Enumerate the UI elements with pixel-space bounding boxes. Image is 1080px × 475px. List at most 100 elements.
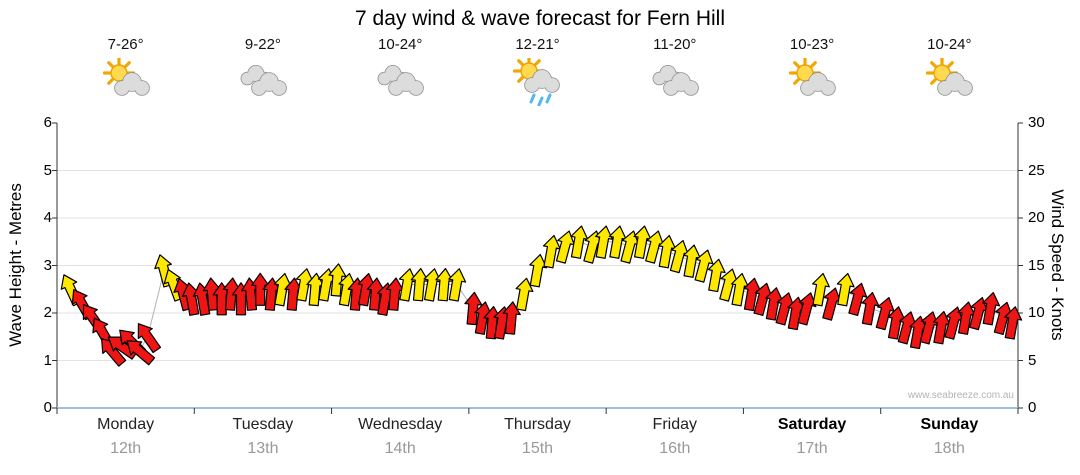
right-axis-tick: 20 <box>1028 209 1045 226</box>
day-column-sunday: 10-24° <box>881 36 1017 108</box>
wind-arrow <box>515 277 534 312</box>
temp-range: 12-21° <box>515 36 560 53</box>
wind-arrow <box>435 267 454 302</box>
temp-range: 10-24° <box>378 36 423 53</box>
wind-arrow <box>787 296 806 331</box>
wind-arrow <box>932 310 951 345</box>
temp-range: 9-22° <box>244 36 281 53</box>
wind-arrow <box>731 272 749 307</box>
wind-arrow <box>848 282 868 317</box>
day-date: 17th <box>796 440 828 457</box>
left-axis-tick: 3 <box>43 256 52 274</box>
wind-arrow <box>284 277 303 311</box>
sun-cloud-icon <box>881 56 1017 108</box>
wind-arrow <box>542 234 561 269</box>
wind-arrow <box>328 263 347 297</box>
wind-arrow <box>944 306 964 340</box>
wind-arrow <box>993 301 1013 336</box>
sun-cloud-icon <box>58 56 194 108</box>
wind-arrow <box>338 272 357 307</box>
wind-arrow <box>555 230 575 264</box>
wind-arrow <box>357 272 376 307</box>
sun-cloud-icon <box>744 56 880 108</box>
wind-arrow <box>957 301 976 335</box>
wind-arrow <box>570 225 589 259</box>
wind-arrow <box>633 225 652 259</box>
wind-arrow <box>101 338 127 367</box>
wind-arrow <box>1004 306 1023 340</box>
watermark: www.seabreeze.com.au <box>907 390 1014 401</box>
left-axis-tick: 0 <box>43 399 52 416</box>
day-date: 14th <box>384 440 416 457</box>
wind-arrow <box>812 272 830 307</box>
right-axis-tick: 15 <box>1028 256 1045 274</box>
day-date: 13th <box>247 440 279 457</box>
right-axis-tick: 0 <box>1028 399 1037 416</box>
wind-arrow <box>861 291 880 326</box>
wind-arrow <box>410 267 429 302</box>
day-name: Saturday <box>777 416 847 433</box>
day-column-monday: 7-26° <box>58 36 194 108</box>
day-name: Wednesday <box>358 416 443 433</box>
page-title: 7 day wind & wave forecast for Fern Hill <box>355 7 725 30</box>
day-date: 12th <box>110 440 142 457</box>
day-column-wednesday: 10-24° <box>332 36 468 108</box>
temp-range: 7-26° <box>107 36 144 53</box>
left-axis-tick: 1 <box>43 351 52 369</box>
wind-arrow <box>897 311 917 345</box>
wind-arrow <box>887 306 906 340</box>
wind-arrow <box>620 230 640 264</box>
wind-arrow <box>694 249 714 283</box>
right-axis-tick: 5 <box>1028 351 1037 369</box>
right-axis-tick: 25 <box>1028 161 1045 179</box>
wind-arrow <box>595 225 614 259</box>
day-column-tuesday: 9-22° <box>195 36 331 108</box>
wind-arrow <box>875 296 895 331</box>
day-name: Friday <box>652 416 697 433</box>
day-date: 15th <box>521 440 554 457</box>
day-column-friday: 11-20° <box>607 36 743 108</box>
wind-arrow <box>765 287 784 321</box>
wind-arrow <box>669 239 689 274</box>
right-axis-tick: 30 <box>1028 114 1045 131</box>
cloud-icon <box>195 58 331 108</box>
wind-arrow <box>137 323 162 354</box>
wind-arrow <box>743 277 762 312</box>
wind-arrow <box>822 287 842 321</box>
temp-range: 10-23° <box>789 36 835 53</box>
wind-arrow <box>775 292 795 326</box>
sun-cloud-rain-icon <box>470 54 606 108</box>
left-axis-tick: 6 <box>43 114 52 131</box>
wind-arrow <box>753 282 773 317</box>
day-name: Monday <box>97 416 155 433</box>
left-axis-tick: 2 <box>43 304 52 321</box>
day-name: Thursday <box>504 416 571 433</box>
wind-arrow <box>423 268 442 302</box>
wind-arrow <box>181 282 200 316</box>
wind-arrow <box>474 301 493 335</box>
wind-arrow <box>448 268 467 302</box>
wind-arrow <box>982 291 1001 326</box>
wind-arrow <box>273 272 292 307</box>
wind-arrow <box>707 258 726 293</box>
right-axis-tick: 10 <box>1028 304 1045 321</box>
left-axis-tick: 5 <box>43 161 52 179</box>
day-column-thursday: 12-21° <box>470 36 606 108</box>
day-column-saturday: 10-23° <box>744 36 880 108</box>
wind-arrow <box>608 225 627 259</box>
cloud-icon <box>607 58 743 108</box>
wind-arrow <box>126 340 156 366</box>
temp-range: 10-24° <box>927 36 972 53</box>
wind-arrow <box>919 311 939 345</box>
wind-arrow <box>529 253 548 288</box>
wind-arrow <box>969 296 989 331</box>
wind-arrow <box>658 234 677 269</box>
temp-range: 11-20° <box>653 36 697 53</box>
wind-arrow <box>385 277 405 311</box>
wind-arrow <box>836 272 855 307</box>
wind-arrow <box>645 230 665 264</box>
day-name: Sunday <box>920 416 979 433</box>
wind-arrow <box>398 268 417 302</box>
